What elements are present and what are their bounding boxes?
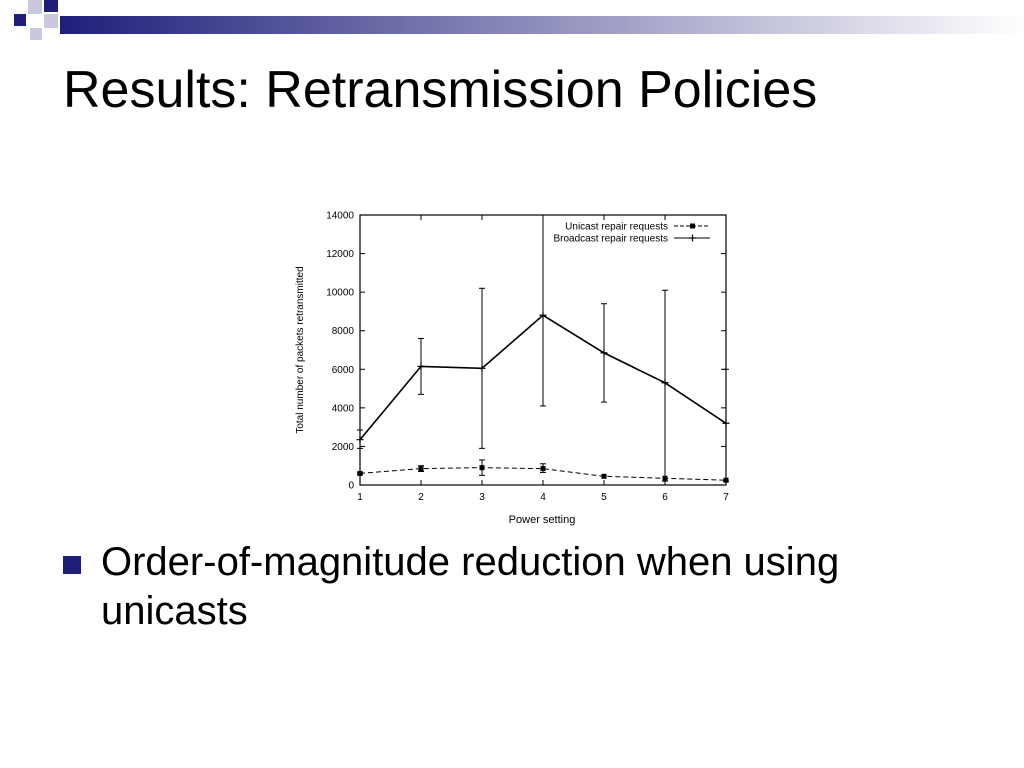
- banner-square-dark: [14, 14, 26, 26]
- y-tick-label: 10000: [326, 288, 354, 299]
- banner-gradient-bar: [60, 16, 1024, 34]
- banner-square-light: [28, 0, 42, 14]
- chart-x-axis-label: Power setting: [509, 514, 576, 526]
- legend-marker: [689, 234, 696, 242]
- data-point: [478, 364, 486, 372]
- data-point: [417, 362, 425, 370]
- banner-square-light: [30, 28, 42, 40]
- y-tick-label: 4000: [332, 403, 355, 414]
- legend-marker: [690, 223, 695, 229]
- data-point: [540, 466, 546, 472]
- data-point: [357, 470, 363, 476]
- legend-label: Broadcast repair requests: [553, 234, 668, 245]
- series-unicast: [357, 459, 729, 483]
- bullet-text: Order-of-magnitude reduction when using …: [101, 540, 840, 633]
- data-point: [601, 473, 607, 479]
- slide-header-banner: [14, 0, 1024, 40]
- x-tick-label: 5: [601, 492, 607, 503]
- chart-y-axis-label: Total number of packets retransmitted: [295, 266, 306, 433]
- legend-label: Unicast repair requests: [565, 222, 668, 233]
- data-point: [479, 465, 485, 471]
- y-tick-label: 6000: [332, 365, 355, 376]
- data-point: [722, 419, 730, 427]
- y-tick-label: 0: [348, 481, 354, 492]
- banner-square-dark: [44, 0, 58, 12]
- data-point: [600, 349, 608, 357]
- x-tick-label: 3: [479, 492, 485, 503]
- slide-title: Results: Retransmission Policies: [63, 61, 818, 119]
- banner-square-light: [44, 14, 58, 28]
- y-tick-label: 8000: [332, 326, 355, 337]
- y-tick-label: 14000: [326, 211, 354, 222]
- data-point: [418, 466, 424, 472]
- x-tick-label: 7: [723, 492, 729, 503]
- x-tick-label: 2: [418, 492, 424, 503]
- series-broadcast: [356, 214, 730, 482]
- data-point: [539, 311, 547, 319]
- data-point: [356, 436, 364, 444]
- y-tick-label: 12000: [326, 249, 354, 260]
- x-tick-label: 4: [540, 492, 546, 503]
- retransmission-chart: 0 2000 4000 6000 8000 10000 12000 14000 1 2 3 4 5 6 7…: [295, 211, 730, 526]
- square-bullet-icon: [63, 556, 81, 574]
- x-tick-label: 1: [357, 492, 363, 503]
- y-tick-label: 2000: [332, 442, 355, 453]
- data-point: [661, 379, 669, 387]
- x-tick-label: 6: [662, 492, 668, 503]
